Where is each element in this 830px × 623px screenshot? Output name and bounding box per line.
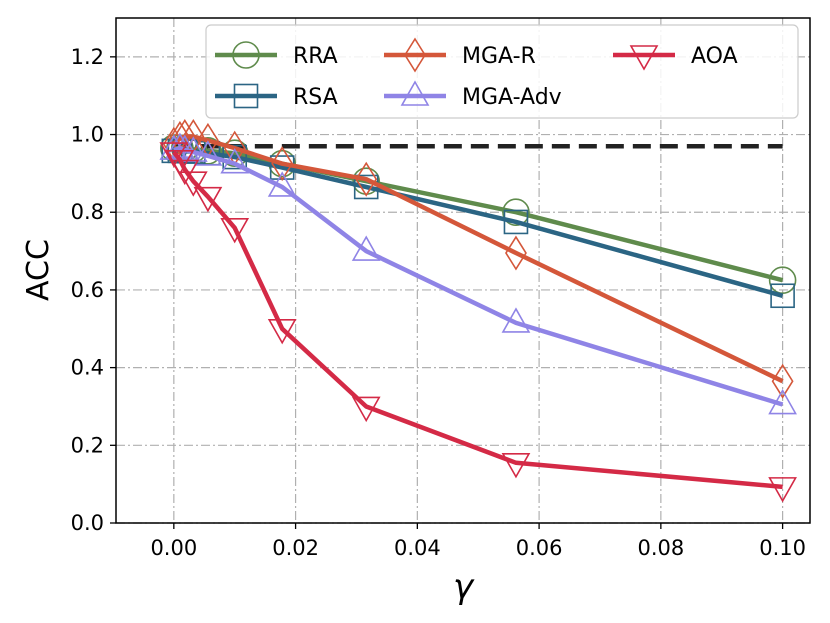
data-point-mga-adv [170, 134, 200, 160]
legend-marker [400, 80, 430, 106]
y-tick-label: 0.4 [71, 356, 104, 380]
data-point-aoa [768, 477, 797, 503]
y-axis-label: ACC [21, 239, 56, 301]
x-tick-label: 0.00 [150, 536, 197, 560]
data-point-mga-adv [267, 171, 297, 197]
x-axis-label: γ [453, 567, 475, 607]
x-tick-label: 0.06 [516, 536, 563, 560]
data-point-rra [502, 198, 530, 227]
y-tick-label: 1.2 [71, 45, 104, 69]
x-tick-label: 0.04 [394, 536, 441, 560]
legend-entry-mga-adv: MGA-Adv [384, 80, 562, 110]
data-point-aoa [159, 142, 189, 168]
legend-marker [232, 41, 260, 69]
series-line-mga-adv [173, 145, 784, 407]
data-point-aoa [267, 318, 297, 345]
legend-box [205, 24, 799, 119]
legend-entry-aoa: AOA [613, 44, 738, 71]
data-point-aoa [193, 186, 223, 213]
legend-marker [404, 37, 426, 73]
x-tick-label: 0.10 [759, 536, 806, 560]
series-line-aoa [172, 150, 783, 490]
legend-entry-mga-r: MGA-R [384, 37, 536, 73]
data-point-mga-adv [193, 140, 223, 166]
series-aoa [159, 142, 797, 503]
data-point-mga-adv [768, 388, 797, 415]
data-point-rsa [222, 144, 248, 170]
data-point-mga-r [771, 363, 794, 399]
legend-label: MGA-R [462, 44, 536, 69]
data-point-aoa [178, 171, 208, 197]
data-point-aoa [220, 217, 250, 244]
series-rsa [161, 138, 795, 309]
x-tick-label: 0.08 [637, 536, 684, 560]
legend-entry-rra: RRA [215, 41, 338, 69]
data-point-mga-r [271, 146, 294, 182]
data-point-mga-r [505, 235, 527, 271]
y-tick-label: 0.6 [71, 278, 104, 302]
legend-label: RSA [293, 85, 338, 110]
plot-frame [115, 17, 811, 524]
legend-label: RRA [293, 44, 338, 69]
y-tick-label: 0.2 [71, 433, 104, 457]
data-point-mga-adv [501, 307, 531, 333]
data-point-rra [768, 266, 797, 295]
legend-label: MGA-Adv [462, 85, 562, 110]
legend-marker [629, 45, 659, 71]
legend-marker [233, 83, 259, 109]
data-point-mga-adv [351, 235, 381, 261]
data-point-rsa [770, 283, 795, 309]
series-line-rsa [173, 148, 784, 298]
data-point-rsa [503, 209, 529, 235]
legend: RRA RSA MGA-R MGA-Adv AOA [205, 24, 799, 119]
data-point-mga-adv [220, 148, 250, 174]
y-tick-label: 1.0 [71, 123, 104, 147]
y-tick-label: 0.0 [71, 511, 104, 535]
data-point-aoa [501, 452, 531, 479]
y-tick-label: 0.8 [71, 200, 104, 224]
x-tick-label: 0.02 [272, 536, 319, 560]
legend-label: AOA [691, 44, 738, 69]
data-point-aoa [351, 396, 381, 423]
series-layer [159, 118, 797, 503]
data-point-mga-r [355, 161, 378, 197]
legend-entry-rsa: RSA [215, 83, 338, 110]
ticks: 0.0 0.2 0.4 0.6 0.8 1.0 1.2 0.00 0.02 0.04 0.06 0.0… [71, 45, 806, 560]
